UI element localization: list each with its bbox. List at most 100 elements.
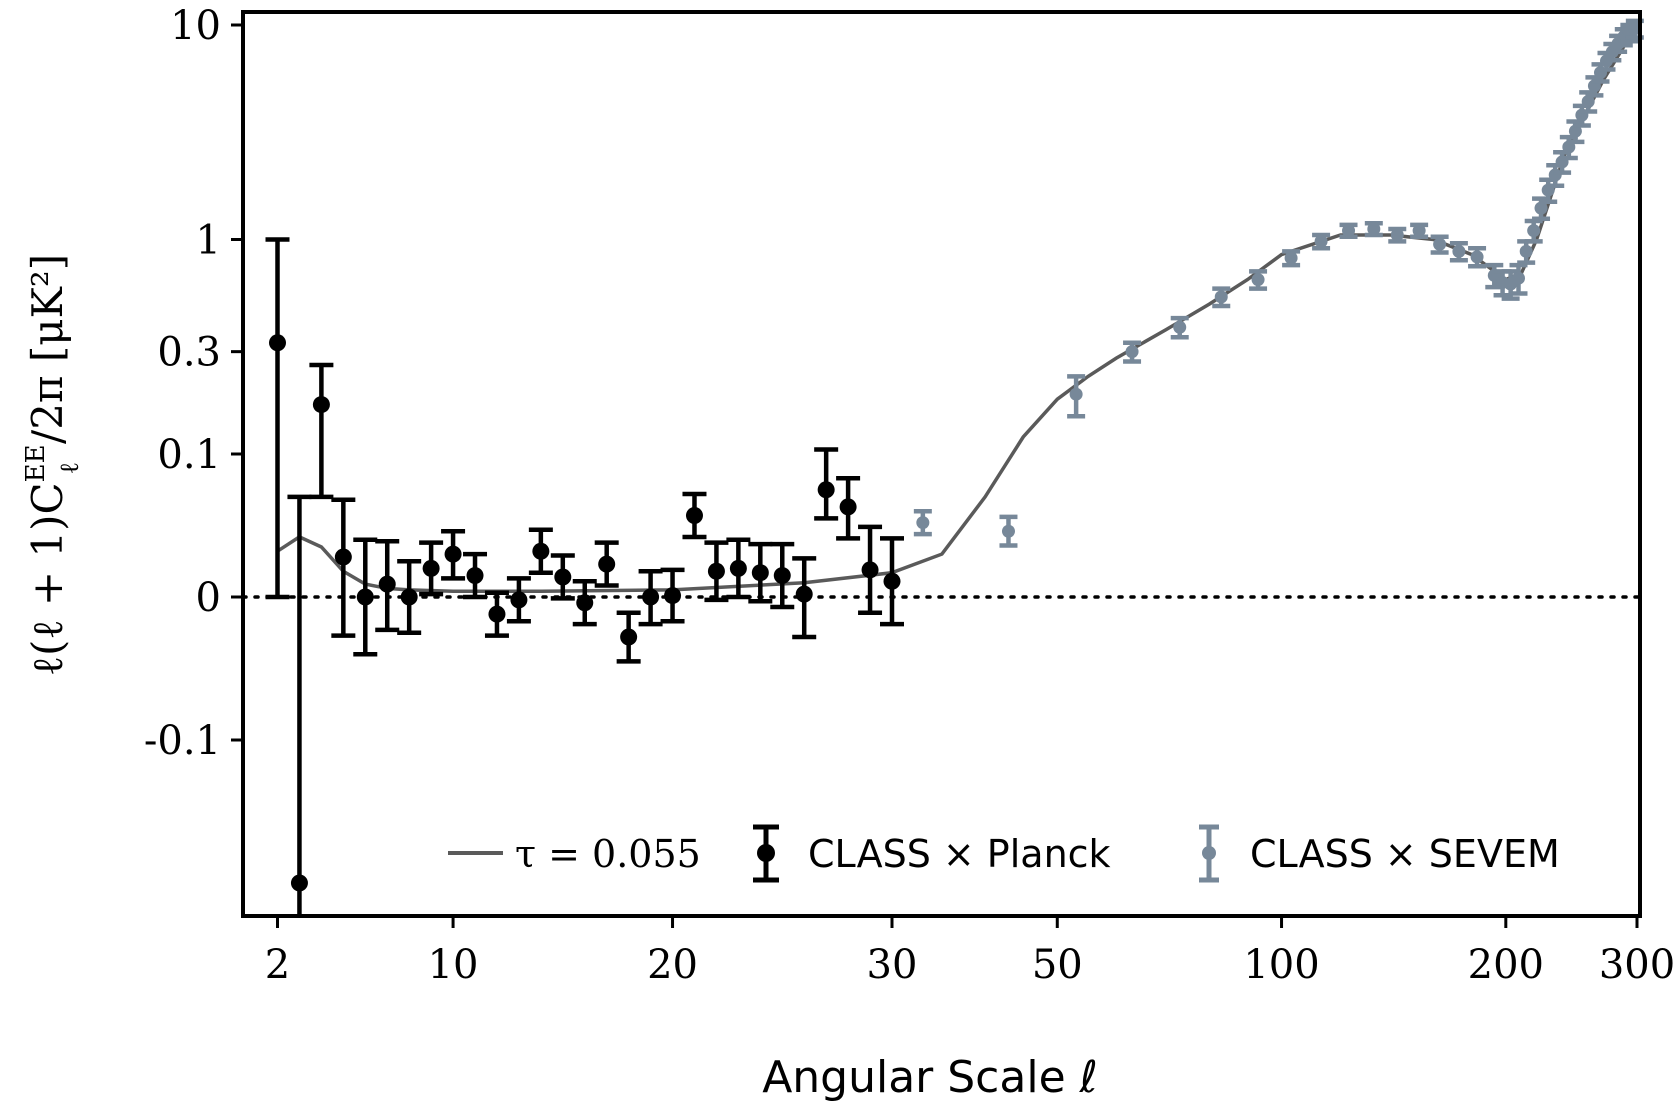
planck-point <box>506 576 531 624</box>
planck-point <box>682 491 707 540</box>
sevem-point <box>1067 374 1086 419</box>
planck-point <box>441 528 466 581</box>
planck-marker <box>642 588 660 606</box>
planck-marker <box>378 575 396 593</box>
sevem-marker <box>1470 250 1484 264</box>
planck-marker <box>356 588 374 606</box>
planck-point <box>814 447 839 521</box>
planck-point <box>704 540 729 603</box>
sevem-marker <box>1284 251 1298 265</box>
sevem-marker <box>1314 234 1328 248</box>
x-tick-label: 50 <box>1032 942 1083 988</box>
planck-marker <box>466 567 484 585</box>
planck-point <box>594 540 619 588</box>
sevem-point <box>1524 218 1543 244</box>
planck-marker <box>795 585 813 603</box>
planck-point <box>353 537 378 657</box>
sevem-point <box>1249 269 1268 291</box>
model-curve <box>276 24 1639 594</box>
sevem-point <box>999 514 1018 548</box>
sevem-marker <box>1534 201 1548 215</box>
planck-point <box>726 537 751 600</box>
legend-sevem-swatch <box>1199 824 1219 883</box>
y-tick-label: 0.1 <box>157 432 221 478</box>
sevem-marker <box>1512 271 1526 285</box>
y-tick-label: 0 <box>196 575 221 621</box>
planck-marker <box>334 548 352 566</box>
planck-marker <box>707 562 725 580</box>
planck-marker <box>400 588 418 606</box>
planck-point <box>528 527 553 575</box>
planck-marker <box>817 481 835 499</box>
planck-marker <box>576 594 594 612</box>
sevem-point <box>1388 226 1407 244</box>
planck-point <box>265 237 290 600</box>
sevem-marker <box>1412 224 1426 238</box>
x-tick-label: 2 <box>265 942 290 988</box>
sevem-point <box>1123 340 1142 364</box>
planck-series-group <box>265 237 904 914</box>
sevem-marker <box>1568 124 1582 138</box>
planck-marker <box>422 559 440 577</box>
sevem-point <box>1468 246 1487 269</box>
x-axis-ticks: 2 10 20 30 50 100 200 300 <box>265 916 1675 988</box>
y-tick-label: 10 <box>170 3 221 49</box>
x-tick-label: 200 <box>1468 942 1544 988</box>
y-axis-ticks: -0.1 0 0.1 0.3 1 10 <box>144 3 243 764</box>
sevem-series-group <box>913 18 1644 548</box>
sevem-point <box>1312 232 1331 251</box>
x-tick-label: 300 <box>1599 942 1675 988</box>
x-tick-label: 100 <box>1243 942 1319 988</box>
sevem-marker <box>1125 345 1139 359</box>
x-tick-label: 10 <box>428 942 479 988</box>
planck-marker <box>839 498 857 516</box>
sevem-marker <box>1367 222 1381 236</box>
x-axis-title: Angular Scale ℓ <box>762 1052 1098 1103</box>
sevem-marker <box>1581 94 1595 108</box>
sevem-marker <box>916 516 930 530</box>
sevem-marker <box>1519 244 1533 258</box>
planck-point <box>660 567 685 624</box>
y-axis-title-main: ℓ(ℓ + 1)C <box>23 482 72 676</box>
sevem-marker <box>1069 387 1083 401</box>
planck-marker <box>290 874 308 892</box>
sevem-marker <box>1001 524 1015 538</box>
planck-point <box>572 579 597 627</box>
planck-marker <box>664 587 682 605</box>
sevem-point <box>1509 262 1528 296</box>
sevem-marker <box>1452 244 1466 258</box>
planck-marker <box>510 591 528 609</box>
planck-point <box>770 541 795 610</box>
legend-model-label: τ = 0.055 <box>515 832 701 876</box>
model-curve-group <box>276 24 1639 594</box>
planck-point <box>397 559 422 635</box>
sevem-marker <box>1390 228 1404 242</box>
x-tick-label: 20 <box>647 942 698 988</box>
sevem-point <box>913 508 932 537</box>
planck-marker <box>598 555 616 573</box>
planck-point <box>616 610 641 664</box>
planck-marker <box>488 605 506 623</box>
sevem-point <box>1339 222 1358 239</box>
planck-marker <box>685 506 703 524</box>
y-tick-label: -0.1 <box>144 718 221 764</box>
planck-point <box>375 538 400 633</box>
planck-point <box>550 553 575 601</box>
sevem-marker <box>1251 273 1265 287</box>
planck-point <box>792 556 817 640</box>
sevem-marker <box>1433 237 1447 251</box>
legend-planck-swatch <box>753 824 779 883</box>
y-axis-title-group: ℓ(ℓ + 1)CEE ℓ/2π [μK²] <box>21 254 85 676</box>
planck-marker <box>729 559 747 577</box>
plot-frame <box>241 10 1642 918</box>
planck-marker <box>861 561 879 579</box>
sevem-marker <box>1342 224 1356 238</box>
legend: τ = 0.055 CLASS × Planck CLASS × SEVEM <box>448 824 1560 883</box>
planck-marker <box>620 628 638 646</box>
y-axis-title-subscript: ℓ <box>55 462 85 474</box>
planck-marker <box>312 396 330 414</box>
planck-marker <box>883 572 901 590</box>
y-axis-title-superscript: EE <box>21 444 51 482</box>
